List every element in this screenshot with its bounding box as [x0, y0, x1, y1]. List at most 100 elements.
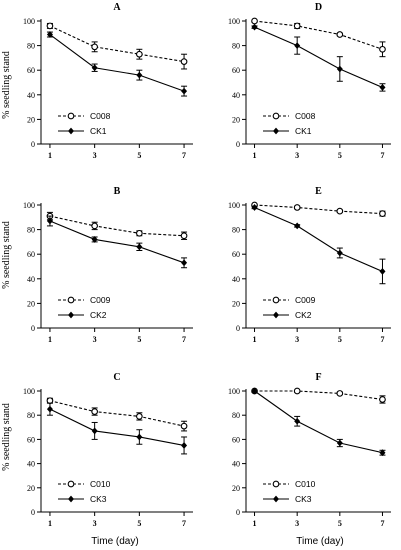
y-tick-label: 0 — [31, 324, 35, 333]
x-tick-label: 3 — [295, 151, 299, 160]
data-point — [379, 84, 386, 91]
data-point — [379, 45, 386, 53]
data-point — [336, 31, 344, 38]
y-tick-label: 20 — [232, 115, 240, 124]
y-tick-label: 100 — [23, 201, 35, 210]
data-point — [46, 405, 53, 413]
legend-label: CK1 — [90, 126, 107, 136]
data-point — [379, 396, 386, 403]
x-tick-label: 1 — [253, 519, 257, 528]
x-tick-label: 1 — [253, 151, 257, 160]
data-point — [136, 50, 143, 58]
data-point — [136, 71, 143, 79]
series-line — [254, 204, 383, 215]
data-point — [379, 449, 386, 457]
data-point — [294, 222, 301, 230]
y-tick-label: 40 — [232, 460, 240, 469]
y-tick-label: 0 — [31, 140, 35, 149]
legend-marker — [273, 127, 279, 135]
y-tick-label: 100 — [23, 387, 35, 396]
y-tick-label: 100 — [23, 17, 35, 26]
x-tick-label: 7 — [182, 335, 186, 344]
panel-f: F 0 20 40 60 80 100 1 3 5 7 C010 CK3 — [228, 372, 391, 528]
panel-d: D 0 20 40 60 80 100 1 3 5 7 C008 CK1 — [228, 2, 391, 160]
figure-xlabel: Time (day) — [296, 536, 343, 547]
x-tick-label: 3 — [93, 335, 97, 344]
y-tick-label: 20 — [27, 484, 35, 493]
x-tick-label: 1 — [253, 335, 257, 344]
y-tick-label: 40 — [27, 275, 35, 284]
panel-title: C — [113, 372, 120, 383]
figure-ylabel: % seedling stand — [1, 221, 12, 289]
data-point — [91, 236, 98, 243]
y-tick-label: 0 — [236, 140, 240, 149]
y-tick-label: 60 — [232, 435, 240, 444]
x-tick-label: 1 — [48, 519, 52, 528]
data-point — [251, 17, 258, 25]
x-tick-label: 5 — [137, 151, 141, 160]
series-ck1: CK1 — [251, 23, 386, 136]
y-tick-label: 0 — [31, 508, 35, 517]
x-tick-label: 3 — [295, 519, 299, 528]
data-point — [180, 232, 188, 240]
data-point — [180, 58, 188, 65]
data-point — [251, 387, 258, 395]
figure-ylabel: % seedling stand — [1, 51, 12, 119]
y-tick-label: 60 — [27, 435, 35, 444]
legend-marker — [68, 127, 74, 135]
y-tick-label: 40 — [232, 91, 240, 100]
panel-title: A — [113, 2, 121, 13]
panel-a: A 0 20 40 60 80 100 1 3 5 7 C008 CK1 — [23, 2, 193, 160]
legend-label: CK3 — [90, 494, 107, 504]
legend-marker — [68, 495, 74, 503]
x-tick-label: 5 — [338, 151, 342, 160]
data-point — [91, 408, 98, 415]
y-tick-label: 40 — [27, 91, 35, 100]
legend-label: C010 — [295, 479, 316, 489]
y-tick-label: 0 — [236, 508, 240, 517]
data-point — [181, 87, 188, 95]
legend-marker — [273, 495, 279, 503]
series-ck2: CK2 — [46, 215, 188, 320]
panel-c: C 0 20 40 60 80 100 1 3 5 7 C010 CK3 — [23, 372, 193, 528]
figure-xlabel: Time (day) — [91, 536, 138, 547]
legend-marker — [272, 112, 280, 120]
data-point — [91, 427, 98, 435]
panel-title: E — [315, 186, 322, 197]
data-point — [46, 217, 53, 225]
series-line — [254, 206, 383, 272]
y-tick-label: 80 — [27, 42, 35, 51]
data-point — [136, 433, 143, 441]
y-tick-label: 60 — [27, 66, 35, 75]
x-tick-label: 1 — [48, 335, 52, 344]
legend-label: CK2 — [90, 310, 107, 320]
y-tick-label: 20 — [27, 115, 35, 124]
series-line — [254, 390, 383, 401]
series-line — [49, 215, 185, 237]
y-tick-label: 0 — [236, 324, 240, 333]
series-c009: C009 — [46, 211, 188, 305]
x-tick-label: 5 — [137, 519, 141, 528]
series-ck1: CK1 — [46, 31, 188, 136]
y-tick-label: 60 — [27, 250, 35, 259]
x-tick-label: 3 — [295, 335, 299, 344]
y-tick-label: 80 — [232, 226, 240, 235]
series-c008: C008 — [46, 22, 188, 121]
figure-ylabel: % seedling stand — [1, 403, 12, 471]
legend-label: C009 — [295, 295, 316, 305]
legend-label: C008 — [90, 111, 111, 121]
panel-b: B 0 20 40 60 80 100 1 3 5 7 C009 CK2 — [23, 186, 193, 344]
data-point — [46, 31, 53, 38]
data-point — [91, 222, 98, 230]
y-tick-label: 20 — [232, 299, 240, 308]
x-tick-label: 5 — [338, 335, 342, 344]
x-tick-label: 1 — [48, 151, 52, 160]
y-tick-label: 40 — [232, 275, 240, 284]
x-tick-label: 7 — [380, 151, 384, 160]
series-line — [254, 26, 383, 88]
y-tick-label: 60 — [232, 250, 240, 259]
data-point — [336, 249, 343, 257]
x-tick-label: 7 — [182, 151, 186, 160]
legend-label: CK2 — [295, 310, 312, 320]
data-point — [336, 65, 343, 73]
